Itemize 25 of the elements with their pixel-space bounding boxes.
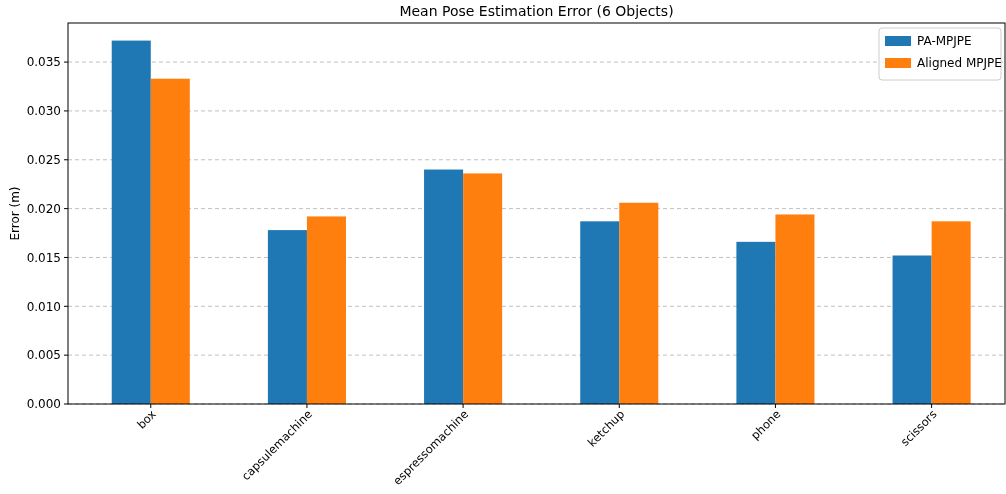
bar [931,221,971,404]
x-tick-label: box [134,406,159,432]
legend-label: Aligned MPJPE [917,56,1002,71]
bar [111,40,151,404]
y-tick-label: 0.000 [26,397,61,412]
bar [580,221,620,404]
bar [892,255,932,404]
y-tick-label: 0.020 [26,201,61,216]
y-tick-label: 0.015 [26,250,61,265]
bar [306,216,346,404]
y-tick-label: 0.010 [26,299,61,314]
bar [619,202,659,404]
bar [150,78,190,404]
bar [736,241,776,404]
chart-title: Mean Pose Estimation Error (6 Objects) [399,3,674,19]
y-tick-label: 0.030 [26,104,61,119]
y-tick-label: 0.005 [26,348,61,363]
bar [424,169,464,404]
legend-label: PA-MPJPE [917,34,972,49]
bar [775,214,815,404]
bar [463,173,503,404]
y-tick-label: 0.035 [26,55,61,70]
bar [267,230,307,404]
y-tick-label: 0.025 [26,152,61,167]
y-axis-title: Error (m) [8,186,22,241]
